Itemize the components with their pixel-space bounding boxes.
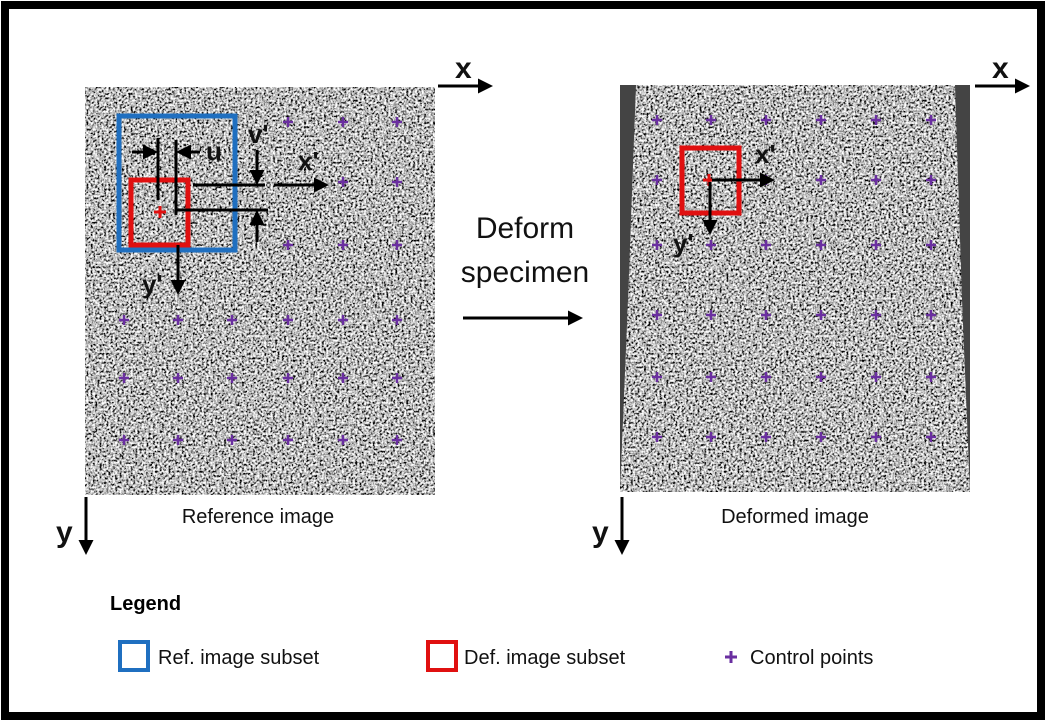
x-axis-label: x [992,52,1009,85]
transition-text: specimen [461,256,589,289]
diagram: u v' x' y' x y Reference image Deform sp… [0,0,1046,721]
legend-label: Def. image subset [464,647,626,669]
y-axis-label: y [592,516,609,549]
x-local-label: x' [298,146,319,176]
y-local-label: y' [142,269,163,299]
u-label: u [206,136,222,166]
v-label: v' [248,119,269,149]
caption: Reference image [182,506,334,528]
legend-title: Legend [110,593,181,615]
x-axis-label: x [455,52,472,85]
speckle-image [620,85,970,492]
y-local-label: y' [673,228,694,258]
caption: Deformed image [721,506,869,528]
transition-text: Deform [476,212,574,245]
y-axis-label: y [56,516,73,549]
legend-label: Control points [750,647,873,669]
x-local-label: x' [755,139,776,169]
legend-label: Ref. image subset [158,647,320,669]
deformed-image [620,85,970,492]
